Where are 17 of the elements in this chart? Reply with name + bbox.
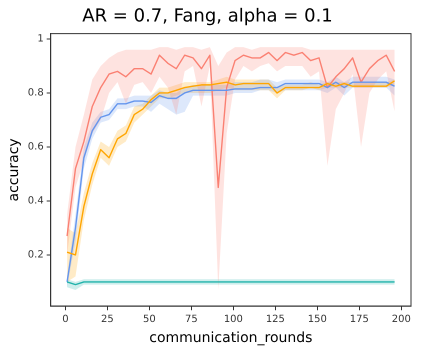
x-axis-title: communication_rounds — [149, 330, 312, 346]
y-tick-label: 0.8 — [28, 88, 44, 99]
x-tick-label: 200 — [392, 314, 411, 325]
x-tick-label: 50 — [143, 314, 156, 325]
y-axis-title: accuracy — [6, 138, 22, 202]
x-tick-label: 100 — [224, 314, 243, 325]
y-tick-label: 0.6 — [28, 142, 44, 153]
chart-title: AR = 0.7, Fang, alpha = 0.1 — [82, 5, 333, 26]
x-tick-label: 75 — [185, 314, 198, 325]
x-tick-label: 175 — [350, 314, 369, 325]
x-tick-label: 125 — [266, 314, 285, 325]
y-tick-label: 1 — [37, 34, 44, 45]
y-tick-label: 0.2 — [28, 250, 44, 261]
x-tick-label: 150 — [308, 314, 327, 325]
y-tick-label: 0.4 — [28, 196, 44, 207]
x-tick-label: 25 — [101, 314, 114, 325]
x-tick-label: 0 — [62, 314, 69, 325]
